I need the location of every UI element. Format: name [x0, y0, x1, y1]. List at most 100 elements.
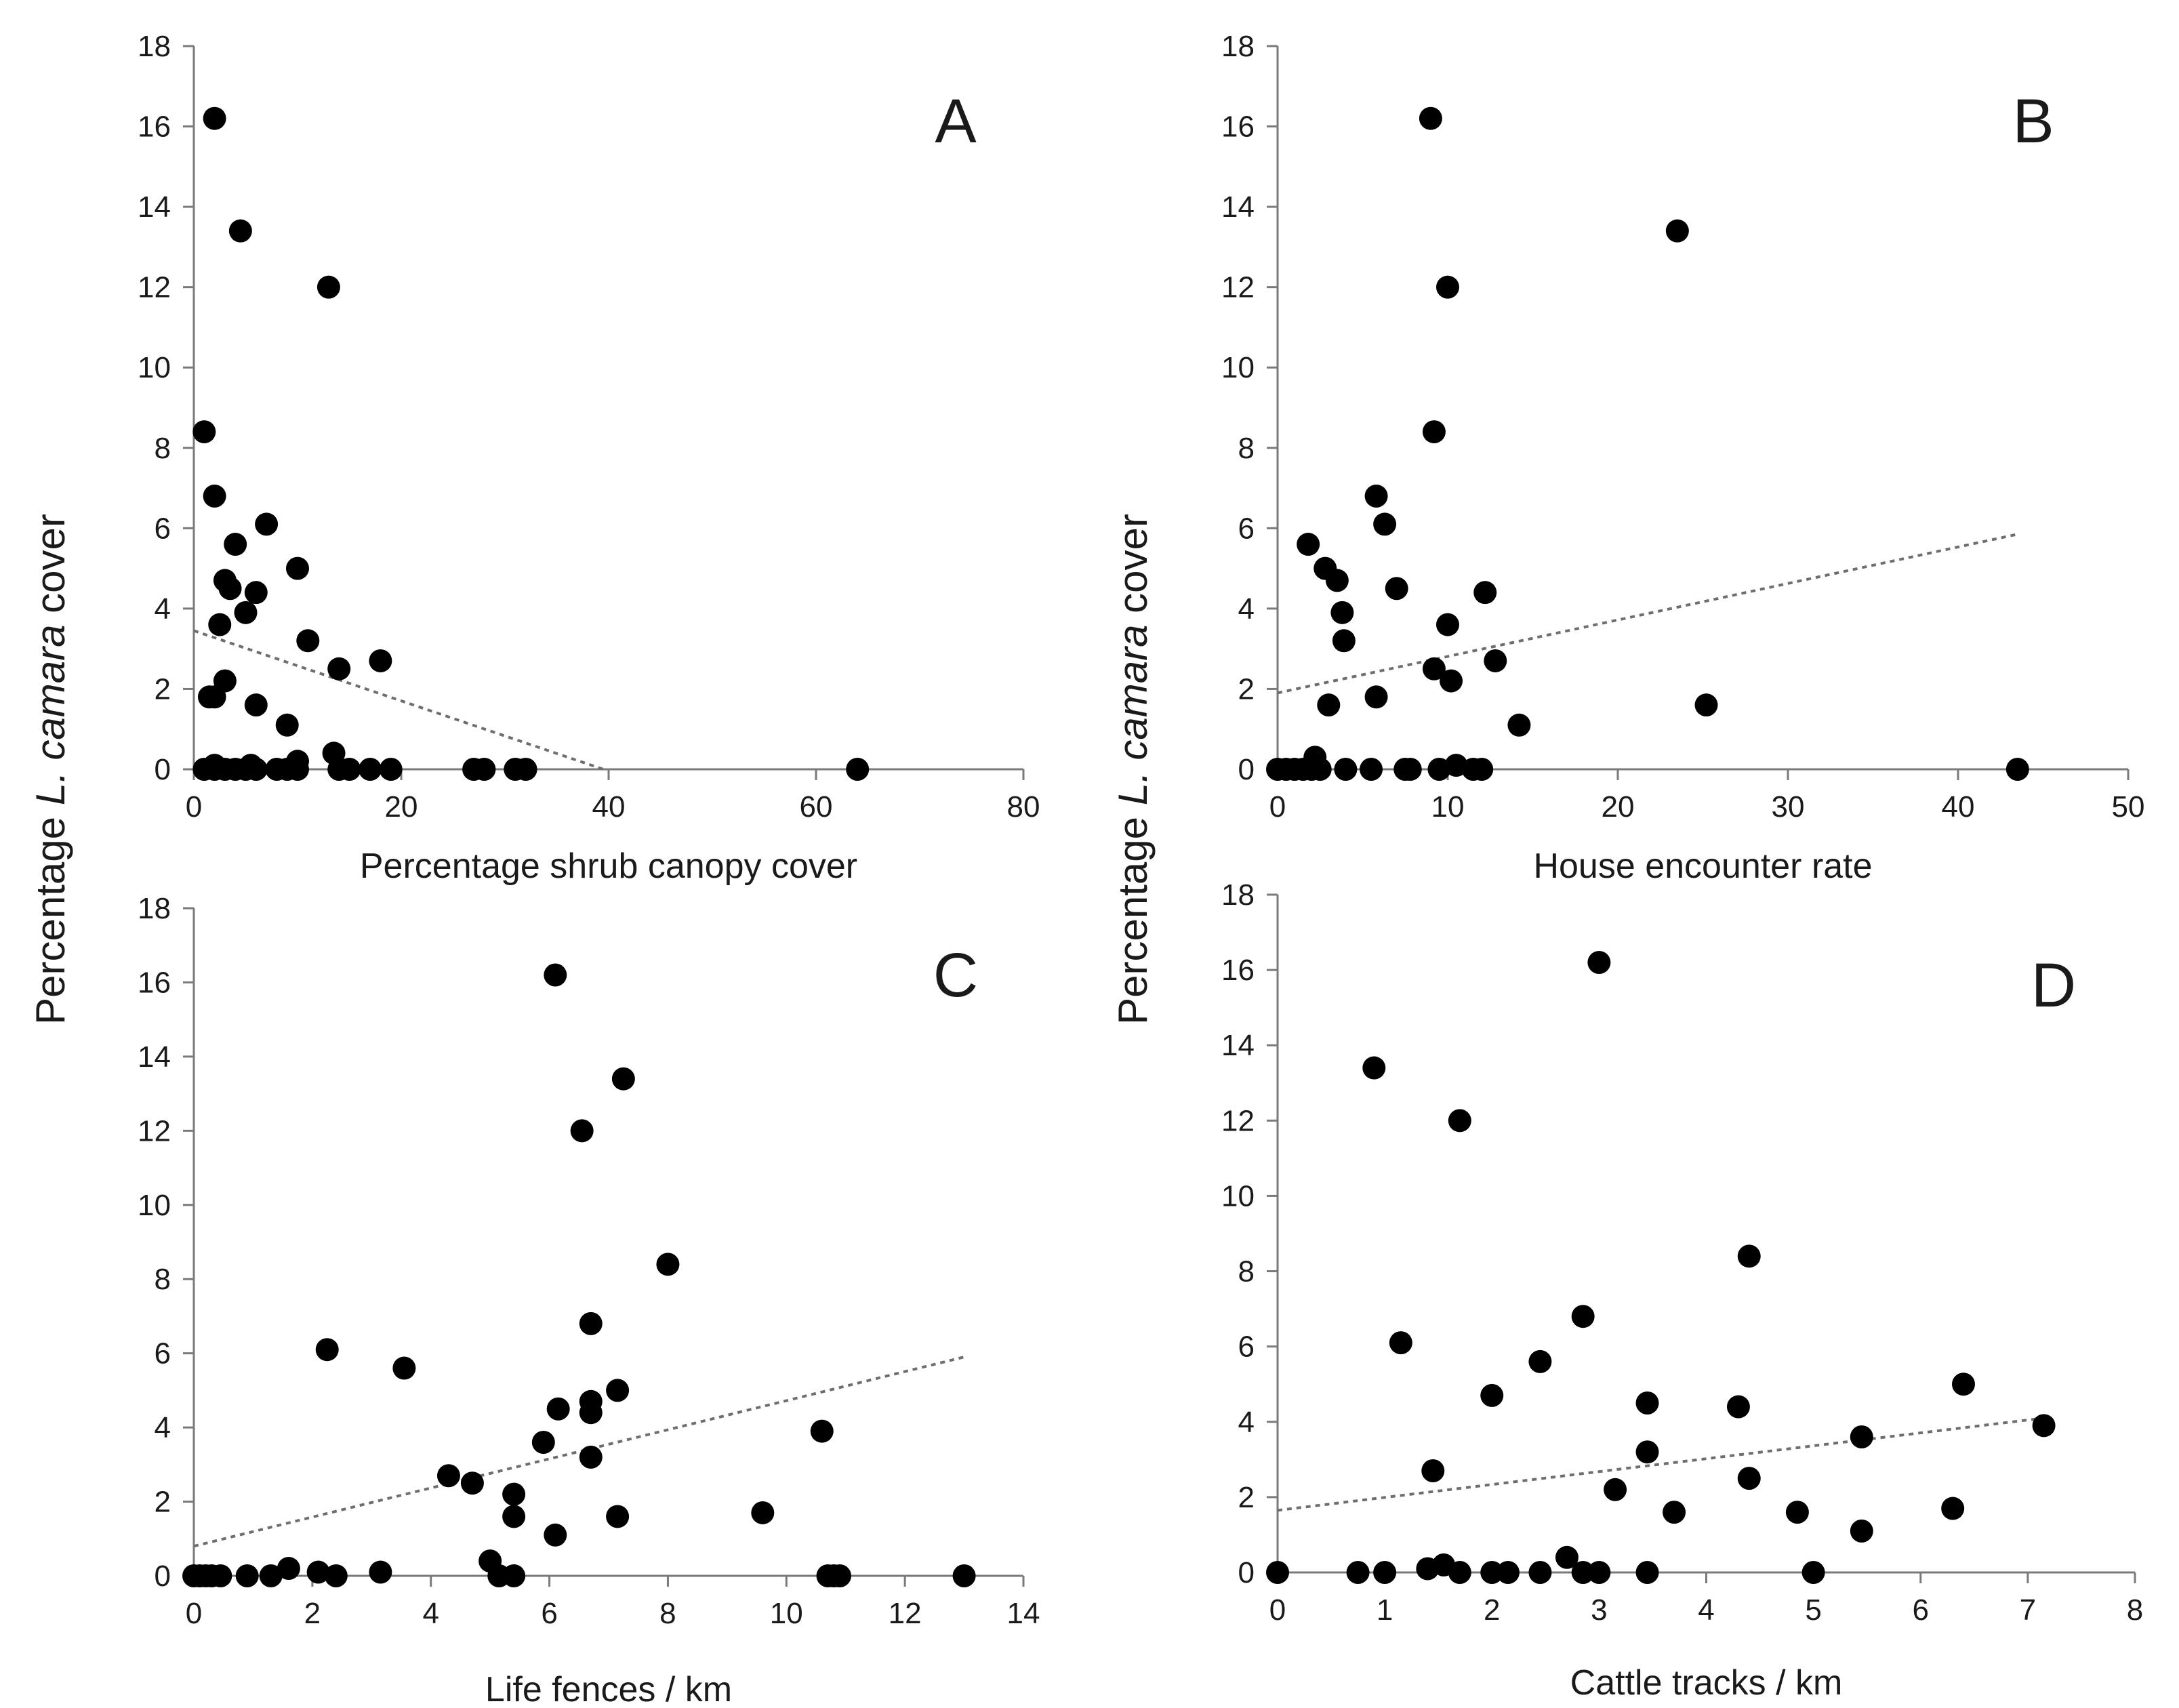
- data-point: [502, 1505, 526, 1528]
- data-point: [1334, 758, 1358, 781]
- x-tick-label: 20: [385, 790, 418, 824]
- x-axis-title: Cattle tracks / km: [1570, 1663, 1843, 1703]
- data-point: [1422, 657, 1446, 680]
- data-point: [275, 713, 299, 737]
- x-tick-label: 12: [889, 1597, 922, 1630]
- y-tick-label: 8: [155, 432, 171, 465]
- y-tick-label: 12: [1221, 1104, 1255, 1137]
- y-tick-label: 2: [155, 672, 171, 706]
- x-tick-label: 60: [800, 790, 833, 824]
- y-axis-title-left: Percentage L. camara cover: [28, 514, 73, 1025]
- data-point: [1364, 685, 1388, 709]
- data-point: [472, 758, 496, 781]
- data-point: [606, 1379, 630, 1402]
- x-tick-label: 30: [1772, 790, 1805, 824]
- data-point: [277, 1557, 300, 1581]
- data-point: [317, 275, 340, 299]
- data-point: [209, 1564, 232, 1587]
- data-point: [244, 693, 268, 717]
- data-point: [751, 1501, 775, 1524]
- data-point: [203, 754, 226, 777]
- data-point: [1385, 577, 1408, 601]
- data-point: [436, 1464, 460, 1488]
- data-point: [359, 758, 382, 781]
- y-tick-label: 14: [1221, 190, 1255, 224]
- y-tick-label: 4: [155, 592, 171, 626]
- data-point: [228, 219, 252, 243]
- x-tick-label: 40: [592, 790, 626, 824]
- data-point: [327, 657, 351, 680]
- data-point: [1332, 629, 1356, 653]
- data-point: [1555, 1545, 1579, 1569]
- data-point: [1484, 649, 1507, 672]
- y-tick-label: 18: [138, 892, 171, 925]
- data-point: [579, 1312, 603, 1335]
- y-tick-label: 16: [138, 110, 171, 144]
- x-tick-label: 2: [1484, 1593, 1500, 1627]
- data-point: [1587, 951, 1611, 974]
- panel-a: 0 2 4 6 8 10 12 14 16 18 0 20 40 60 80 Percentage shrub…: [138, 30, 1040, 886]
- data-point: [1801, 1561, 1825, 1584]
- data-point: [1448, 1109, 1471, 1133]
- y-title-prefix: Percentage: [1110, 805, 1156, 1025]
- data-point: [296, 629, 320, 653]
- y-tick-label: 8: [1238, 432, 1255, 465]
- data-point: [1496, 1561, 1520, 1584]
- data-point: [203, 484, 226, 508]
- data-point: [1480, 1561, 1504, 1584]
- y-tick-label: 10: [1221, 351, 1255, 384]
- x-tick-label: 10: [1431, 790, 1465, 824]
- data-point: [235, 1564, 259, 1587]
- y-tick-label: 16: [1221, 954, 1255, 987]
- y-tick-label: 0: [1238, 1556, 1255, 1589]
- data-point: [1480, 1383, 1504, 1407]
- y-tick-label: 0: [155, 753, 171, 786]
- data-point: [1373, 1561, 1397, 1584]
- data-point: [1325, 569, 1349, 592]
- y-tick-label: 2: [1238, 672, 1255, 706]
- data-point: [1528, 1349, 1552, 1373]
- x-tick-label: 40: [1942, 790, 1975, 824]
- trendline: [193, 1356, 965, 1548]
- y-tick-label: 2: [155, 1486, 171, 1519]
- data-point: [392, 1356, 416, 1380]
- data-point: [1726, 1395, 1750, 1419]
- data-point: [1364, 484, 1388, 508]
- data-point: [1941, 1497, 1965, 1520]
- data-point: [1635, 1561, 1659, 1584]
- data-point: [1665, 219, 1689, 243]
- x-tick-label: 4: [1698, 1593, 1714, 1627]
- x-tick-label: 7: [2020, 1593, 2036, 1627]
- data-point: [544, 1523, 567, 1547]
- panel-b: 0 2 4 6 8 10 12 14 16 18 0 10 20 30 40 50 House encounte…: [1221, 30, 2144, 886]
- data-point: [810, 1419, 834, 1443]
- data-point: [1952, 1372, 1975, 1396]
- y-tick-label: 6: [155, 512, 171, 545]
- data-point: [338, 758, 361, 781]
- data-point: [611, 1067, 635, 1091]
- data-point: [846, 758, 870, 781]
- data-point: [514, 758, 537, 781]
- data-point: [1604, 1478, 1627, 1501]
- x-tick-label: 50: [2112, 790, 2145, 824]
- x-tick-label: 20: [1602, 790, 1635, 824]
- data-point: [544, 963, 567, 987]
- data-point: [1317, 693, 1341, 717]
- data-point: [259, 1564, 283, 1587]
- x-tick-label: 4: [422, 1597, 439, 1630]
- data-point: [218, 577, 242, 601]
- data-point: [1694, 693, 1718, 717]
- data-point: [579, 1445, 603, 1469]
- x-tick-label: 5: [1805, 1593, 1821, 1627]
- y-title-italic: L. camara: [28, 625, 73, 806]
- y-tick-label: 6: [1238, 512, 1255, 545]
- data-point: [1373, 512, 1397, 536]
- data-point: [203, 106, 226, 130]
- x-tick-label: 0: [1269, 1593, 1286, 1627]
- data-point: [1448, 1561, 1471, 1584]
- data-point: [1436, 275, 1459, 299]
- data-point: [656, 1253, 680, 1276]
- y-tick-label: 16: [138, 966, 171, 999]
- y-tick-label: 8: [1238, 1255, 1255, 1288]
- panel-letter: C: [933, 941, 978, 1010]
